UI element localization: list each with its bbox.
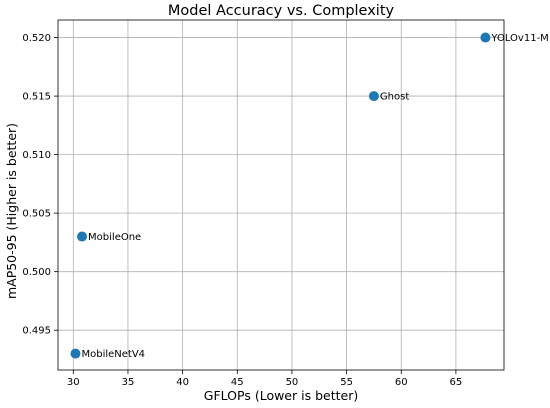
grid [58, 20, 504, 370]
x-axis: 30 35 40 45 50 55 60 65 [67, 370, 462, 388]
x-tick-label: 50 [286, 377, 299, 388]
x-tick-label: 30 [67, 377, 80, 388]
data-point-label: Ghost [380, 92, 409, 103]
y-axis: 0.495 0.500 0.505 0.510 0.515 0.520 [22, 33, 58, 337]
x-tick-label: 55 [340, 377, 353, 388]
data-point-label: YOLOv11-M [490, 33, 548, 44]
y-tick-label: 0.495 [22, 326, 51, 337]
data-point [70, 348, 81, 359]
y-tick-label: 0.510 [22, 150, 51, 161]
x-tick-label: 40 [176, 377, 189, 388]
data-points: MobileNetV4 MobileOne Ghost YOLOv11-M [70, 32, 549, 360]
x-tick-label: 60 [395, 377, 408, 388]
x-axis-label: GFLOPs (Lower is better) [204, 388, 358, 403]
x-tick-label: 45 [231, 377, 244, 388]
plot-area [57, 19, 505, 371]
data-point-label: MobileNetV4 [81, 349, 145, 360]
y-tick-label: 0.500 [22, 267, 51, 278]
data-point-label: MobileOne [88, 232, 141, 243]
x-tick-label: 65 [450, 377, 463, 388]
chart-title: Model Accuracy vs. Complexity [168, 3, 395, 19]
y-tick-label: 0.515 [22, 92, 51, 103]
y-tick-label: 0.520 [22, 33, 51, 44]
y-axis-label: mAP50-95 (Higher is better) [4, 123, 19, 299]
x-tick-label: 35 [122, 377, 135, 388]
y-tick-label: 0.505 [22, 209, 51, 220]
data-point [77, 231, 88, 242]
data-point [480, 32, 491, 43]
data-point [368, 91, 379, 102]
